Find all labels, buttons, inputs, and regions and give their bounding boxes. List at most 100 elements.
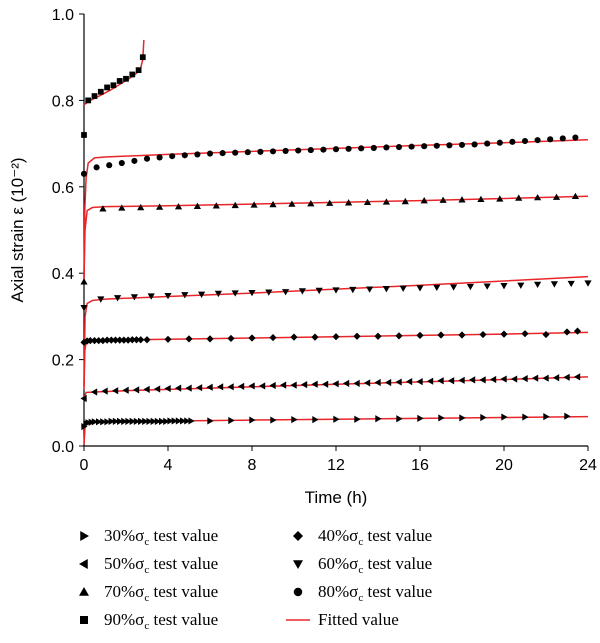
data-point (111, 387, 119, 395)
data-point (522, 413, 529, 421)
data-point (300, 381, 308, 389)
data-point (101, 387, 108, 395)
data-point (90, 336, 99, 345)
data-point (86, 336, 94, 345)
data-point (227, 383, 234, 391)
data-point (116, 336, 124, 344)
data-point (433, 142, 440, 149)
data-point (500, 375, 507, 383)
data-point (133, 417, 141, 425)
data-point (416, 285, 424, 292)
data-point (521, 137, 529, 145)
data-point (552, 374, 560, 382)
data-point (307, 147, 314, 154)
data-point (333, 415, 340, 423)
data-point (395, 378, 402, 386)
y-tick-label: 0.6 (52, 180, 74, 197)
data-point (332, 333, 340, 341)
legend-label: 60%σc test value (318, 554, 432, 576)
data-point (112, 417, 120, 425)
data-point (500, 330, 508, 338)
y-tick-label: 0.2 (52, 353, 74, 370)
legend-marker (79, 559, 88, 569)
data-point (248, 382, 255, 390)
data-point (447, 377, 455, 385)
data-point (374, 378, 381, 387)
data-point (188, 417, 195, 425)
data-point (139, 54, 146, 61)
fitted-curve (83, 138, 589, 282)
data-point (552, 193, 561, 200)
data-point (315, 287, 323, 295)
data-point (163, 417, 170, 425)
data-point (164, 335, 172, 343)
data-point (542, 374, 549, 382)
data-point (426, 377, 434, 385)
data-point (543, 413, 550, 421)
data-point (421, 143, 428, 150)
data-point (479, 330, 487, 339)
data-point (265, 289, 273, 296)
data-point (489, 375, 497, 384)
data-point (288, 200, 296, 207)
data-point (496, 195, 504, 202)
data-point (80, 278, 88, 285)
data-point (439, 196, 447, 203)
data-point (154, 417, 162, 425)
data-point (118, 204, 126, 211)
data-point (370, 144, 377, 151)
data-point (320, 146, 327, 153)
data-point (366, 286, 374, 293)
data-point (206, 383, 213, 391)
axes: 0 4 8 12 16 20 24 0.0 0.2 0.4 0.6 0.8 1.0 Time (h) Axi… (8, 7, 597, 507)
y-tick-label: 0.0 (52, 439, 74, 456)
data-point (143, 336, 151, 344)
data-point (332, 146, 340, 153)
data-point (174, 203, 183, 210)
data-point (395, 332, 403, 340)
data-point (185, 384, 192, 392)
data-point (298, 288, 306, 295)
data-point (375, 415, 382, 423)
x-tick-label: 8 (248, 457, 257, 474)
data-point (399, 285, 407, 292)
data-point (307, 200, 315, 207)
data-point (167, 417, 174, 425)
data-point (232, 149, 239, 156)
data-point (353, 332, 361, 340)
data-point (420, 197, 428, 204)
data-point (345, 199, 353, 206)
data-point (572, 134, 579, 141)
data-point (510, 375, 518, 383)
data-point (219, 150, 226, 157)
data-point (147, 293, 155, 300)
data-point (382, 286, 390, 293)
data-point (383, 144, 390, 151)
data-point (382, 198, 390, 205)
data-point (184, 417, 191, 425)
x-tick-label: 20 (495, 457, 513, 474)
data-point (559, 135, 566, 142)
data-point (194, 151, 201, 158)
data-point (573, 373, 581, 381)
x-axis-label: Time (h) (305, 488, 368, 507)
data-point (181, 152, 188, 159)
data-point (114, 295, 122, 302)
data-point (290, 381, 297, 389)
data-point (171, 417, 178, 425)
data-point (450, 284, 458, 291)
data-point (282, 147, 289, 155)
data-point (108, 417, 115, 425)
data-point (270, 416, 277, 424)
x-tick-label: 16 (411, 457, 429, 474)
data-point (459, 414, 466, 422)
legend-label: 40%σc test value (318, 526, 432, 548)
data-point (564, 412, 571, 420)
data-point (198, 291, 206, 298)
data-point (395, 143, 403, 151)
legend-label: 80%σc test value (318, 582, 432, 604)
data-point (169, 153, 176, 160)
data-point (291, 416, 298, 424)
data-point (479, 376, 486, 384)
data-point (279, 381, 287, 389)
